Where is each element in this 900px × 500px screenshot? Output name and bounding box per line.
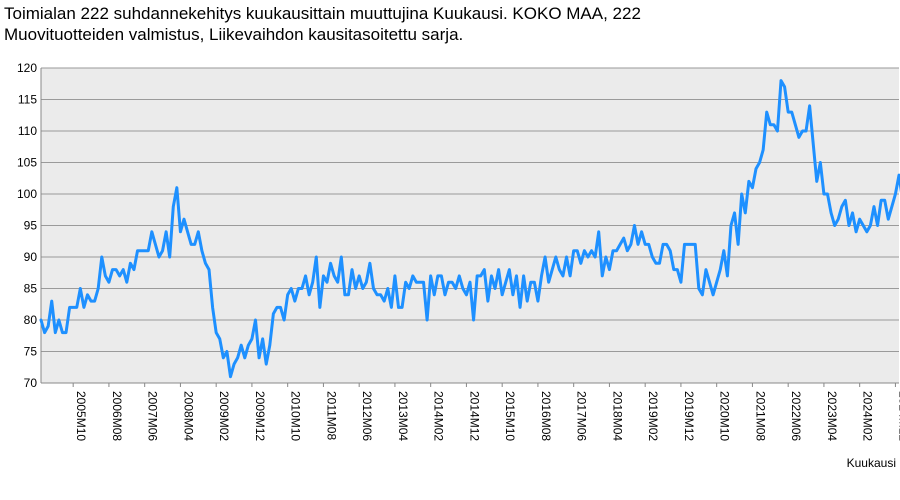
chart-title-line-1: Toimialan 222 suhdannekehitys kuukausitt… (4, 4, 641, 23)
chart-title: Toimialan 222 suhdannekehitys kuukausitt… (4, 3, 884, 45)
y-tick-label: 105 (17, 156, 37, 170)
x-tick-label: 2011M08 (324, 391, 338, 440)
x-tick-label: 2019M02 (646, 391, 660, 441)
x-tick-label: 2006M08 (110, 391, 124, 441)
y-tick-label: 120 (17, 61, 37, 75)
x-tick-label: 2007M06 (146, 391, 160, 441)
y-tick-label: 100 (17, 187, 37, 201)
y-tick-label: 90 (24, 250, 38, 264)
y-tick-label: 80 (24, 313, 38, 327)
x-tick-label: 2021M08 (753, 391, 767, 441)
y-tick-label: 115 (18, 93, 37, 107)
x-tick-label: 2017M06 (575, 391, 589, 441)
x-axis-title: Kuukausi (846, 456, 896, 470)
x-tick-label: 2014M02 (432, 391, 446, 441)
x-tick-label: 2022M06 (789, 391, 803, 441)
x-tick-label: 2008M04 (181, 391, 195, 441)
chart-title-line-2: Muovituotteiden valmistus, Liikevaihdon … (4, 25, 464, 44)
x-tick-label: 2015M10 (503, 391, 517, 441)
x-tick-label: 2010M10 (289, 391, 303, 441)
x-tick-label: 2020M10 (718, 391, 732, 441)
x-tick-label: 2014M12 (467, 391, 481, 441)
x-tick-label: 2009M12 (253, 391, 267, 441)
y-tick-label: 85 (24, 282, 38, 296)
x-tick-label: 2018M04 (610, 391, 624, 441)
y-tick-label: 75 (24, 345, 38, 359)
y-tick-label: 110 (18, 124, 37, 138)
x-tick-label: 2005M10 (74, 391, 88, 441)
x-tick-label: 2016M08 (539, 391, 553, 441)
x-tick-label: 2009M02 (217, 391, 231, 441)
x-tick-label: 2012M06 (360, 391, 374, 441)
x-tick-label: 2024M02 (861, 391, 875, 441)
y-tick-label: 95 (24, 219, 38, 233)
x-tick-label: 2024M12 (896, 391, 900, 441)
x-tick-label: 2019M12 (682, 391, 696, 441)
x-tick-label: 2023M04 (825, 391, 839, 441)
series-line (39, 79, 900, 379)
y-tick-label: 70 (24, 376, 38, 390)
x-tick-label: 2013M04 (396, 391, 410, 441)
